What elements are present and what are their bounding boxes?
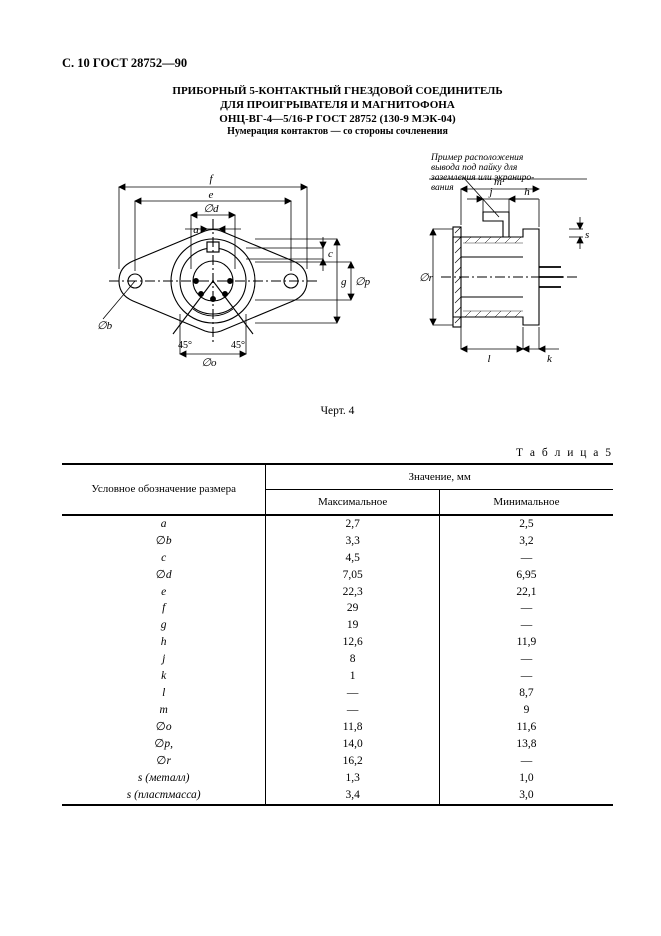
table-row-label: ∅d <box>62 567 266 584</box>
table-row-max: 22,3 <box>266 584 440 601</box>
table-row-min: 11,6 <box>439 719 613 736</box>
table-label: Т а б л и ц а 5 <box>62 447 613 459</box>
table-row-max: 29 <box>266 600 440 617</box>
table-row-min: 13,8 <box>439 736 613 753</box>
front-view <box>109 219 317 343</box>
table-row-max: 3,3 <box>266 533 440 550</box>
table-row-label: a <box>62 515 266 533</box>
figure: f e ∅d a ∅b ∅o c ∅p g 45° 45° <box>62 149 613 399</box>
title-line-2: ДЛЯ ПРОИГРЫВАТЕЛЯ И МАГНИТОФОНА <box>62 99 613 113</box>
table-row-min: 6,95 <box>439 567 613 584</box>
table-row-min: — <box>439 600 613 617</box>
table-row-min: 3,0 <box>439 787 613 805</box>
dim-r: ∅r <box>419 272 434 284</box>
annot-line1: Пример расположения <box>430 153 523 163</box>
dim-s: s <box>585 229 589 241</box>
angle-45-r: 45° <box>231 340 245 351</box>
angle-45-l: 45° <box>178 340 192 351</box>
table-row-label: g <box>62 617 266 634</box>
dim-a: a <box>193 224 199 236</box>
table-row-max: 2,7 <box>266 515 440 533</box>
table-row-max: 1 <box>266 668 440 685</box>
dim-h: h <box>524 186 530 198</box>
table-row-min: — <box>439 668 613 685</box>
dim-p: ∅p <box>355 276 371 288</box>
table-row-min: — <box>439 651 613 668</box>
table-row-label: f <box>62 600 266 617</box>
table-row-max: 1,3 <box>266 770 440 787</box>
table-row-label: ∅p, <box>62 736 266 753</box>
table-row-label: e <box>62 584 266 601</box>
table-row-min: 9 <box>439 702 613 719</box>
dim-c: c <box>328 248 333 260</box>
dim-b: ∅b <box>97 320 113 332</box>
page-header: С. 10 ГОСТ 28752—90 <box>62 56 613 71</box>
th-label: Условное обозначение размера <box>62 464 266 515</box>
dim-d: ∅d <box>203 203 219 215</box>
table-row-label: h <box>62 634 266 651</box>
table-row-max: 14,0 <box>266 736 440 753</box>
table-row-label: ∅b <box>62 533 266 550</box>
table-row-label: ∅r <box>62 753 266 770</box>
table-row-max: 16,2 <box>266 753 440 770</box>
table-row-min: 3,2 <box>439 533 613 550</box>
th-value: Значение, мм <box>266 464 613 490</box>
table-row-label: s (металл) <box>62 770 266 787</box>
table-row-label: s (пластмасса) <box>62 787 266 805</box>
table-row-label: k <box>62 668 266 685</box>
table-row-max: 12,6 <box>266 634 440 651</box>
table-row-max: 3,4 <box>266 787 440 805</box>
title-line-3: ОНЦ-ВГ-4—5/16-Р ГОСТ 28752 (130-9 МЭК-04… <box>62 113 613 127</box>
th-max: Максимальное <box>266 489 440 515</box>
title-line-4: Нумерация контактов — со стороны сочлене… <box>62 126 613 139</box>
table-row-min: 22,1 <box>439 584 613 601</box>
table-row-max: — <box>266 685 440 702</box>
table-row-min: 8,7 <box>439 685 613 702</box>
table-row-max: 8 <box>266 651 440 668</box>
dim-k: k <box>547 353 553 365</box>
table-row-min: 1,0 <box>439 770 613 787</box>
title-block: ПРИБОРНЫЙ 5-КОНТАКТНЫЙ ГНЕЗДОВОЙ СОЕДИНИ… <box>62 85 613 139</box>
dim-e: e <box>208 189 213 201</box>
table-row-min: 11,9 <box>439 634 613 651</box>
table-row-label: l <box>62 685 266 702</box>
table-row-min: — <box>439 753 613 770</box>
table-row-label: j <box>62 651 266 668</box>
table-row-max: 4,5 <box>266 550 440 567</box>
annot-line3: заземления или экраниро- <box>430 173 534 183</box>
dim-j: j <box>487 186 492 198</box>
dim-o: ∅o <box>201 357 217 369</box>
title-line-1: ПРИБОРНЫЙ 5-КОНТАКТНЫЙ ГНЕЗДОВОЙ СОЕДИНИ… <box>62 85 613 99</box>
table-row-max: 11,8 <box>266 719 440 736</box>
annot-line2: вывода под пайку для <box>431 162 517 173</box>
dim-g: g <box>341 276 347 288</box>
table-row-label: c <box>62 550 266 567</box>
figure-caption: Черт. 4 <box>62 405 613 417</box>
side-view <box>441 212 578 327</box>
table-row-max: — <box>266 702 440 719</box>
dim-l: l <box>487 353 490 365</box>
table-row-label: m <box>62 702 266 719</box>
table-row-max: 19 <box>266 617 440 634</box>
table-row-min: — <box>439 550 613 567</box>
table-row-min: — <box>439 617 613 634</box>
table-row-max: 7,05 <box>266 567 440 584</box>
dimension-table: Условное обозначение размера Значение, м… <box>62 463 613 806</box>
table-row-min: 2,5 <box>439 515 613 533</box>
annot-line4: вания <box>431 183 454 193</box>
dim-f: f <box>209 173 214 185</box>
th-min: Минимальное <box>439 489 613 515</box>
table-row-label: ∅o <box>62 719 266 736</box>
